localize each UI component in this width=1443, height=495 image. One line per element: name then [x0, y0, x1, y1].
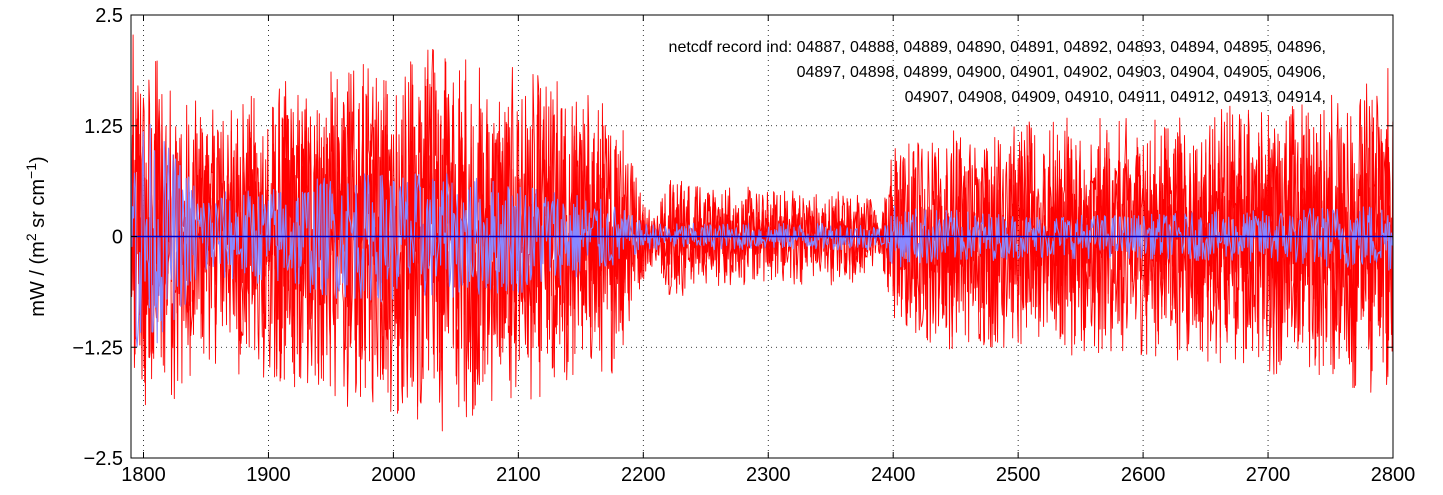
- x-tick-label: 2600: [1121, 464, 1166, 486]
- series-group: [131, 124, 1393, 348]
- y-tick-label: −2.5: [84, 448, 123, 470]
- x-tick-labels: 1800 1900 2000 2100 2200 2300 2400 2500 2600 2700…: [121, 464, 1415, 486]
- y-tick-label: 1.25: [84, 116, 123, 138]
- series-layer: [131, 34, 1393, 432]
- annotation-line: 04897, 04898, 04899, 04900, 04901, 04902…: [797, 64, 1326, 81]
- x-tick-label: 2300: [746, 464, 791, 486]
- record-index-annotation: netcdf record ind: 04887, 04888, 04889, …: [669, 39, 1326, 106]
- x-tick-label: 2400: [871, 464, 916, 486]
- y-axis-label-part: ): [27, 156, 49, 163]
- y-axis-label-part: mW / (m: [27, 241, 49, 317]
- x-tick-label: 1800: [121, 464, 166, 486]
- x-tick-label: 2700: [1246, 464, 1291, 486]
- x-tick-label: 2000: [371, 464, 416, 486]
- series-line: [131, 58, 1393, 411]
- y-tick-label: −1.25: [72, 337, 123, 359]
- x-tick-label: 2800: [1371, 464, 1416, 486]
- x-tick-label: 2100: [496, 464, 541, 486]
- y-tick-labels: −2.5 −1.25 0 1.25 2.5: [72, 5, 123, 470]
- series-line: [131, 124, 1393, 348]
- x-tick-label: 1900: [246, 464, 291, 486]
- x-tick-label: 2500: [996, 464, 1041, 486]
- y-axis-label-superscript: −1: [23, 163, 39, 179]
- annotation-line: 04907, 04908, 04909, 04910, 04911, 04912…: [905, 89, 1326, 106]
- y-tick-label: 0: [112, 227, 123, 249]
- y-axis-label-part: sr cm: [27, 179, 49, 233]
- y-axis-label: mW / (m2 sr cm−1): [23, 156, 49, 316]
- y-tick-label: 2.5: [95, 5, 123, 27]
- y-axis-label-superscript: 2: [23, 233, 39, 241]
- x-tick-label: 2200: [621, 464, 666, 486]
- axis-ticks: [131, 14, 1394, 459]
- annotation-line: netcdf record ind: 04887, 04888, 04889, …: [669, 39, 1326, 56]
